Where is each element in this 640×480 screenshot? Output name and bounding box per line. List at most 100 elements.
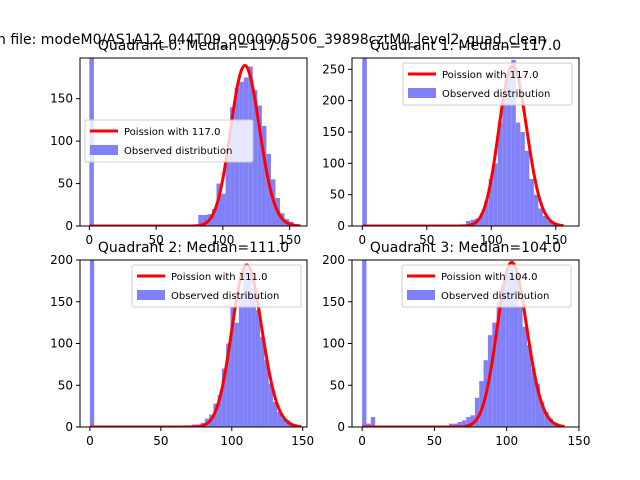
histogram-bar	[497, 122, 503, 226]
histogram-bar	[466, 416, 471, 427]
histogram-bar	[217, 395, 222, 427]
histogram-bar	[272, 401, 278, 427]
histogram-bar	[526, 345, 532, 427]
x-tick-label: 0	[86, 233, 94, 247]
histogram-bar	[243, 268, 248, 427]
histogram-bar	[492, 322, 497, 427]
y-tick-label: 150	[322, 295, 345, 309]
legend-label-poisson: Poission with 111.0	[171, 272, 267, 283]
axes-frame	[351, 57, 580, 227]
histogram-bar	[89, 260, 95, 427]
legend: Poission with 117.0 Observed distribution	[402, 62, 573, 106]
histogram-bar	[202, 214, 208, 226]
histogram-bar	[370, 416, 376, 427]
histogram-bar	[268, 383, 273, 427]
histogram-bar	[479, 213, 485, 226]
histogram-bar	[547, 220, 552, 226]
legend-label-observed: Observed distribution	[442, 89, 550, 100]
histogram-bar	[502, 94, 507, 226]
x-tick-label: 150	[544, 233, 567, 247]
x-tick-label: 0	[358, 233, 366, 247]
histogram-bar	[479, 381, 484, 427]
histogram-bar	[225, 155, 231, 226]
histogram-bar	[238, 293, 244, 427]
x-tick-label: 150	[291, 434, 314, 448]
y-tick-label: 50	[58, 378, 73, 392]
histogram-bar	[506, 72, 512, 226]
y-tick-label: 200	[50, 253, 73, 267]
subplot-quadrant-2: 0 50 100 150 0 50 100 150 200 Quadrant 2: Median=…	[50, 240, 314, 448]
histogram-bar	[266, 153, 271, 226]
histogram-bar	[251, 289, 256, 427]
histogram-bar	[448, 423, 454, 427]
histogram-bar	[522, 326, 527, 427]
histogram-bar	[511, 59, 516, 226]
y-tick-label: 250	[322, 62, 345, 76]
histogram-bar	[362, 58, 367, 226]
legend-box	[131, 264, 302, 308]
histogram-bar	[226, 343, 231, 427]
y-tick-label: 200	[322, 253, 345, 267]
y-tick-label: 50	[330, 378, 345, 392]
histogram-bar	[493, 163, 498, 226]
histogram-bar	[505, 272, 510, 427]
histogram-bar	[457, 421, 462, 427]
histogram-bar	[529, 178, 534, 226]
histogram-bar	[213, 403, 218, 427]
legend-bar-swatch	[137, 290, 165, 300]
histogram-bar	[252, 90, 258, 226]
histogram-bar	[366, 423, 371, 427]
histogram-bar	[362, 260, 367, 427]
x-tick-label: 0	[358, 434, 366, 448]
y-tick-label: 50	[330, 188, 345, 202]
y-tick-label: 100	[322, 337, 345, 351]
subplot-title: Quadrant 1: Median=117.0	[370, 38, 561, 54]
legend-bar-swatch	[407, 290, 435, 300]
histogram-bar	[257, 105, 262, 226]
y-tick-label: 150	[50, 92, 73, 106]
histogram-bar	[474, 397, 480, 427]
histogram-bar	[470, 415, 475, 427]
subplot-quadrant-1: 0 50 100 150 0 50 100 150 200 250 Quadrant 1: Medi…	[322, 38, 580, 247]
legend-bar-swatch	[408, 88, 436, 98]
y-tick-label: 100	[322, 156, 345, 170]
histogram-bar	[198, 214, 203, 226]
histogram-bar	[533, 194, 539, 226]
histogram-bar	[488, 178, 494, 226]
x-tick-label: 50	[153, 434, 168, 448]
x-tick-label: 0	[86, 434, 94, 448]
x-tick-label: 50	[419, 233, 434, 247]
histogram-bar	[500, 285, 506, 427]
x-tick-label: 50	[427, 434, 442, 448]
legend: Poission with 104.0 Observed distribution	[401, 264, 572, 308]
histogram-bar	[484, 200, 489, 226]
legend-label-observed: Observed distribution	[171, 291, 279, 302]
histogram-bar	[538, 208, 543, 226]
y-tick-label: 100	[50, 337, 73, 351]
y-tick-label: 200	[322, 94, 345, 108]
legend-label-poisson: Poission with 117.0	[124, 127, 220, 138]
histogram-bar	[535, 383, 540, 427]
legend-box	[401, 264, 572, 308]
histogram-bar	[520, 131, 525, 226]
x-tick-label: 100	[211, 233, 234, 247]
y-tick-label: 100	[50, 134, 73, 148]
y-tick-label: 0	[337, 219, 345, 233]
x-tick-label: 150	[278, 233, 301, 247]
subplot-grid: 0 50 100 150 0 50 100 150 Quadrant 0: Median=117…	[50, 38, 590, 448]
y-tick-label: 50	[58, 177, 73, 191]
legend-box	[402, 62, 573, 106]
x-tick-label: 150	[568, 434, 591, 448]
histogram-bar	[466, 220, 471, 226]
x-tick-label: 100	[495, 434, 518, 448]
histogram-bar	[281, 418, 286, 427]
y-tick-label: 0	[65, 420, 73, 434]
histogram-bar	[539, 401, 545, 427]
histogram-bar	[496, 301, 501, 427]
y-tick-label: 150	[50, 295, 73, 309]
legend-label-observed: Observed distribution	[441, 291, 549, 302]
histogram-bar	[234, 322, 239, 427]
histogram-bar	[461, 420, 467, 427]
legend-label-poisson: Poission with 117.0	[442, 70, 538, 81]
